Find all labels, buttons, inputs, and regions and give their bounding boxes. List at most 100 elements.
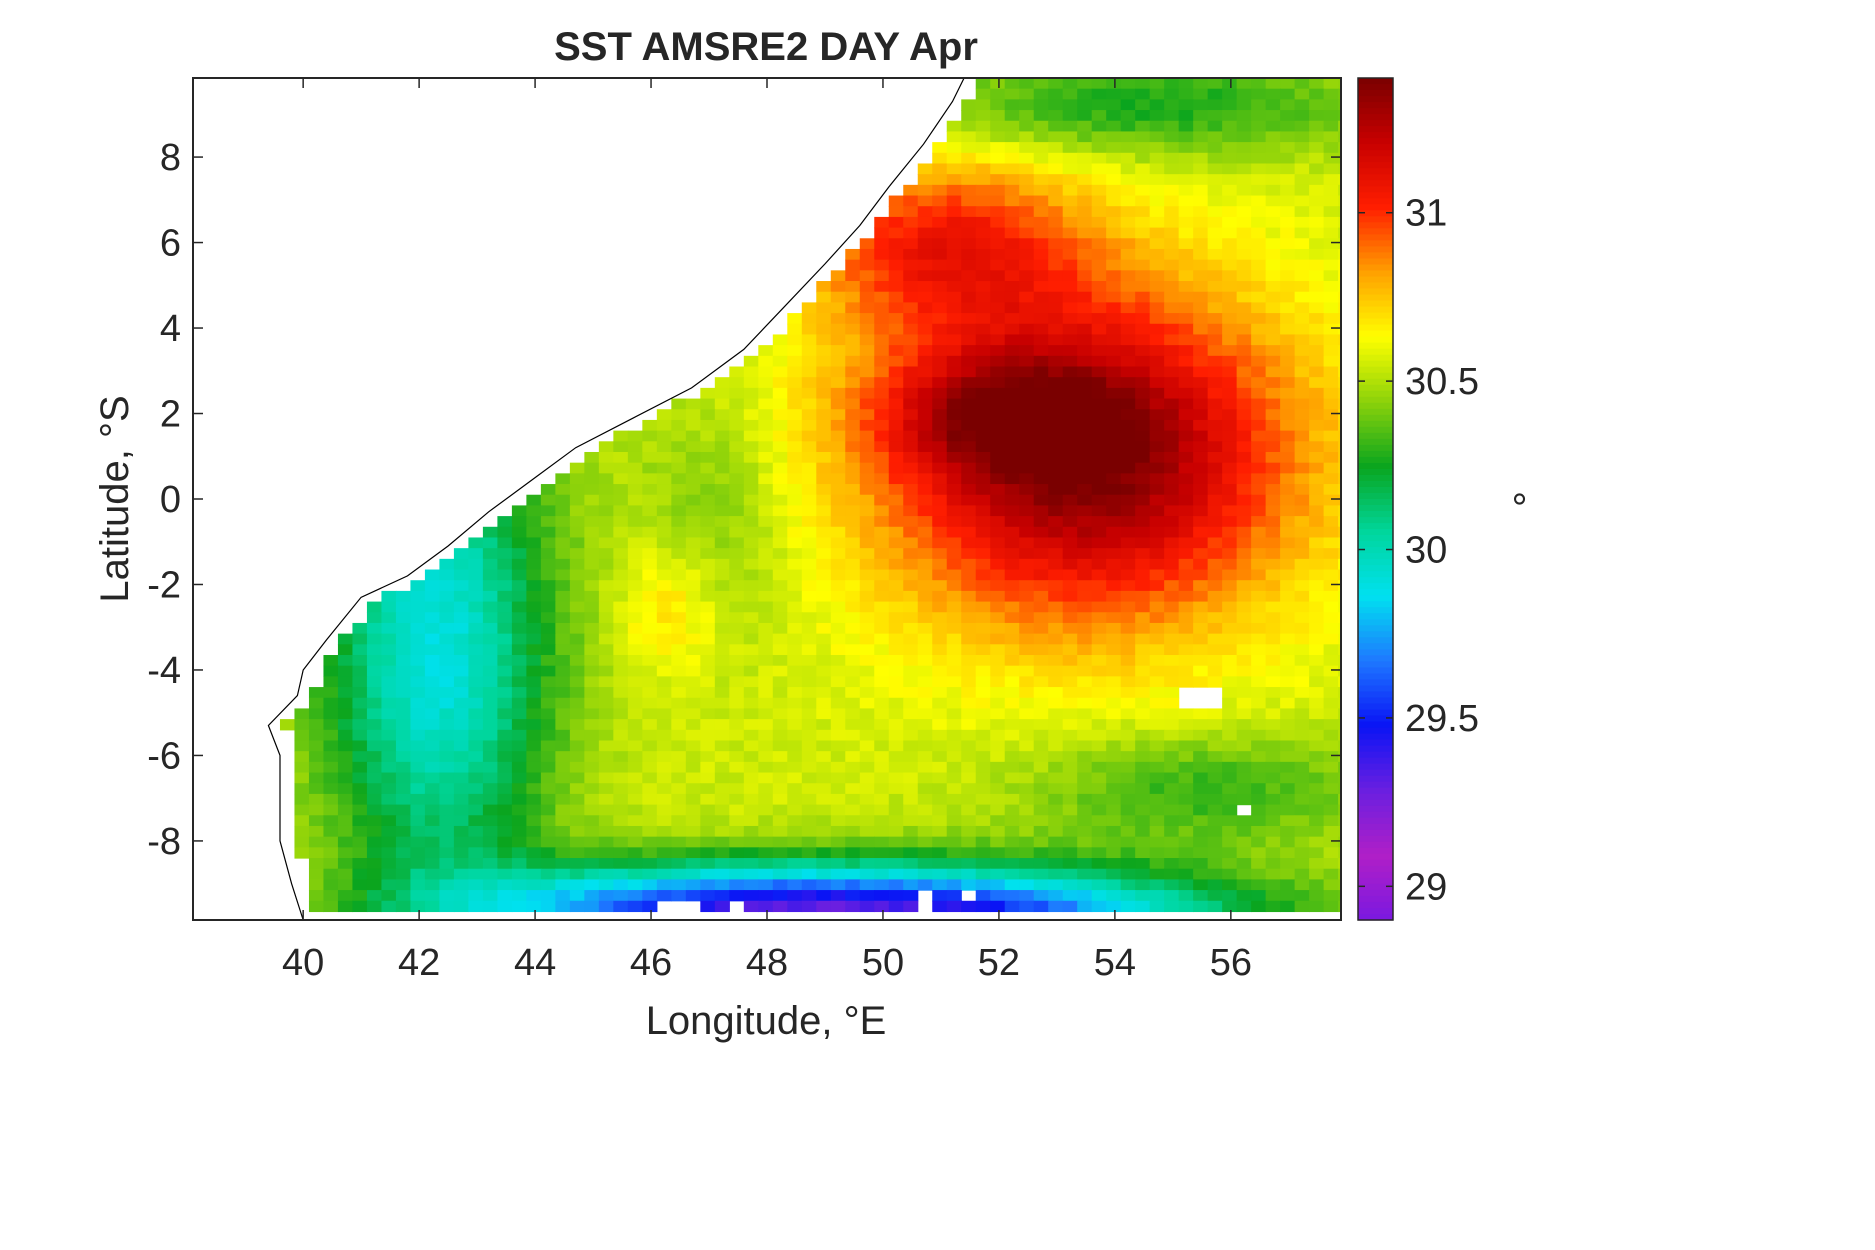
sst-cell [917,195,933,207]
sst-cell [946,601,962,613]
sst-cell [613,708,629,720]
sst-cell [932,516,948,528]
sst-cell [975,377,991,389]
sst-cell [975,868,991,880]
sst-cell [1164,558,1180,571]
sst-cell [1236,697,1252,710]
sst-cell [700,783,716,795]
sst-cell [917,345,933,357]
sst-cell [801,526,817,539]
sst-cell [975,184,991,197]
sst-cell [990,377,1006,389]
sst-cell [1178,655,1194,667]
sst-cell [917,687,933,699]
sst-cell [990,238,1006,250]
sst-cell [1033,719,1049,731]
sst-cell [758,398,774,410]
sst-cell [917,216,933,229]
sst-cell [1164,227,1180,239]
sst-cell [830,751,846,763]
sst-cell [801,761,817,774]
sst-cell [888,687,904,699]
sst-cell [685,665,701,677]
sst-cell [1004,78,1020,90]
sst-cell [859,847,875,859]
sst-cell [917,174,933,186]
sst-cell [830,441,846,453]
sst-cell [1135,804,1151,816]
sst-cell [1033,612,1049,624]
sst-cell [598,580,614,592]
sst-cell [917,783,933,795]
sst-cell [685,751,701,763]
sst-cell [1193,174,1209,186]
sst-cell [932,152,948,165]
sst-cell [961,451,977,464]
sst-cell [787,526,803,539]
sst-cell [482,793,498,806]
sst-cell [598,879,614,891]
sst-cell [352,815,368,827]
sst-cell [1135,687,1151,699]
sst-cell [1338,120,1342,133]
sst-cell [497,537,513,549]
sst-cell [1062,868,1078,880]
sst-cell [1207,195,1223,207]
sst-cell [656,548,672,560]
sst-cell [1236,174,1252,186]
sst-cell [1120,377,1136,389]
sst-cell [598,516,614,528]
sst-cell [526,644,542,656]
sst-cell [366,687,383,699]
sst-cell [743,622,759,635]
sst-cell [1236,622,1252,635]
sst-cell [627,676,643,688]
sst-cell [1207,99,1223,111]
sst-cell [1193,142,1209,154]
sst-cell [1120,163,1136,175]
sst-cell [1280,644,1296,656]
sst-cell [1033,441,1049,453]
colorbar-swatch [1358,511,1393,518]
sst-cell [1207,858,1223,870]
sst-cell [888,825,904,838]
sst-cell [627,580,643,592]
sst-cell [1207,836,1223,848]
sst-cell [1265,537,1281,549]
sst-cell [700,612,716,624]
colorbar-swatch [1358,631,1393,638]
sst-cell [1178,195,1194,207]
sst-cell [961,665,977,677]
sst-cell [410,665,426,677]
sst-cell [1091,323,1107,336]
sst-cell [1323,900,1339,913]
sst-cell [381,644,397,656]
sst-cell [1251,345,1267,357]
sst-cell [946,719,962,731]
sst-cell [1265,580,1281,592]
sst-cell [801,676,817,688]
sst-cell [497,879,513,891]
sst-cell [1207,345,1223,357]
sst-cell [917,633,933,645]
colorbar-swatch [1358,883,1393,891]
sst-cell [294,708,310,720]
sst-cell [1019,484,1035,496]
sst-cell [584,729,600,742]
sst-cell [1265,687,1281,699]
sst-cell [1309,655,1325,667]
sst-cell [685,612,701,624]
sst-cell [946,334,962,346]
sst-cell [540,665,556,677]
sst-cell [1251,473,1267,485]
sst-cell [932,484,948,496]
sst-cell [975,590,991,603]
sst-cell [1222,793,1238,806]
sst-cell [569,900,585,913]
sst-cell [323,729,339,742]
sst-cell [497,708,513,720]
sst-cell [845,900,861,913]
sst-cell [903,355,919,368]
sst-cell [1309,366,1325,378]
sst-cell [946,152,962,165]
